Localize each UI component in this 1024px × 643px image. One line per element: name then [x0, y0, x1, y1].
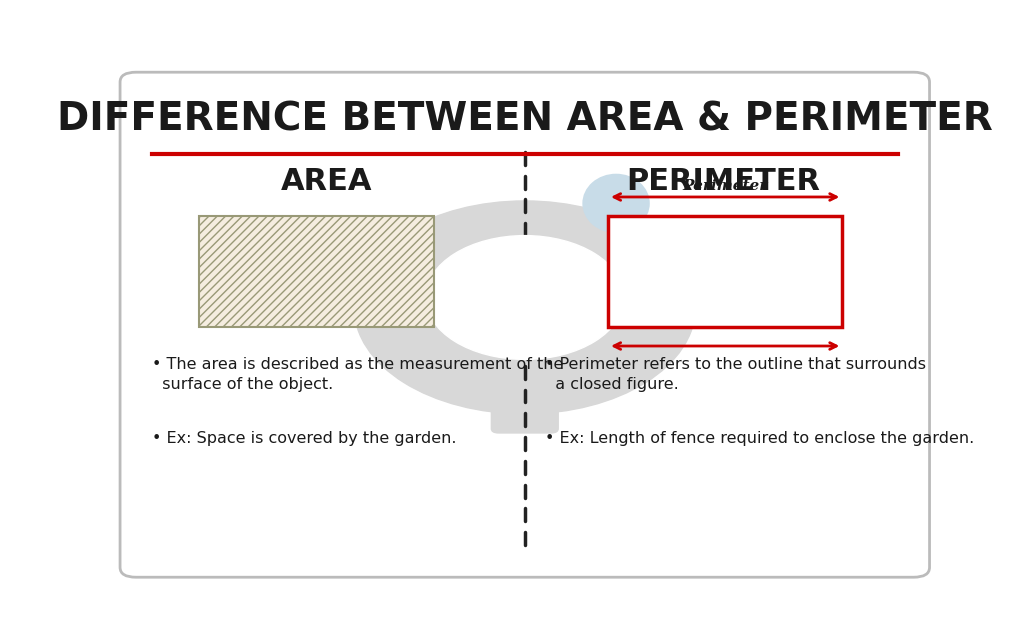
Bar — [608, 216, 842, 327]
Text: • Perimeter refers to the outline that surrounds
  a closed figure.: • Perimeter refers to the outline that s… — [545, 357, 926, 392]
Text: DIFFERENCE BETWEEN AREA & PERIMETER: DIFFERENCE BETWEEN AREA & PERIMETER — [57, 100, 992, 138]
Text: • Ex: Length of fence required to enclose the garden.: • Ex: Length of fence required to enclos… — [545, 431, 974, 446]
Text: Perimeter: Perimeter — [683, 179, 768, 193]
Bar — [495, 298, 555, 357]
Circle shape — [354, 201, 695, 414]
FancyBboxPatch shape — [120, 72, 930, 577]
Text: Area: Area — [293, 263, 339, 281]
Ellipse shape — [583, 174, 650, 233]
Text: • The area is described as the measurement of the
  surface of the object.: • The area is described as the measureme… — [152, 357, 563, 392]
Text: PERIMETER: PERIMETER — [627, 167, 820, 195]
Text: AREA: AREA — [281, 167, 372, 195]
Bar — [200, 216, 433, 327]
FancyBboxPatch shape — [490, 320, 559, 433]
Text: • Ex: Space is covered by the garden.: • Ex: Space is covered by the garden. — [152, 431, 457, 446]
Circle shape — [426, 235, 624, 359]
